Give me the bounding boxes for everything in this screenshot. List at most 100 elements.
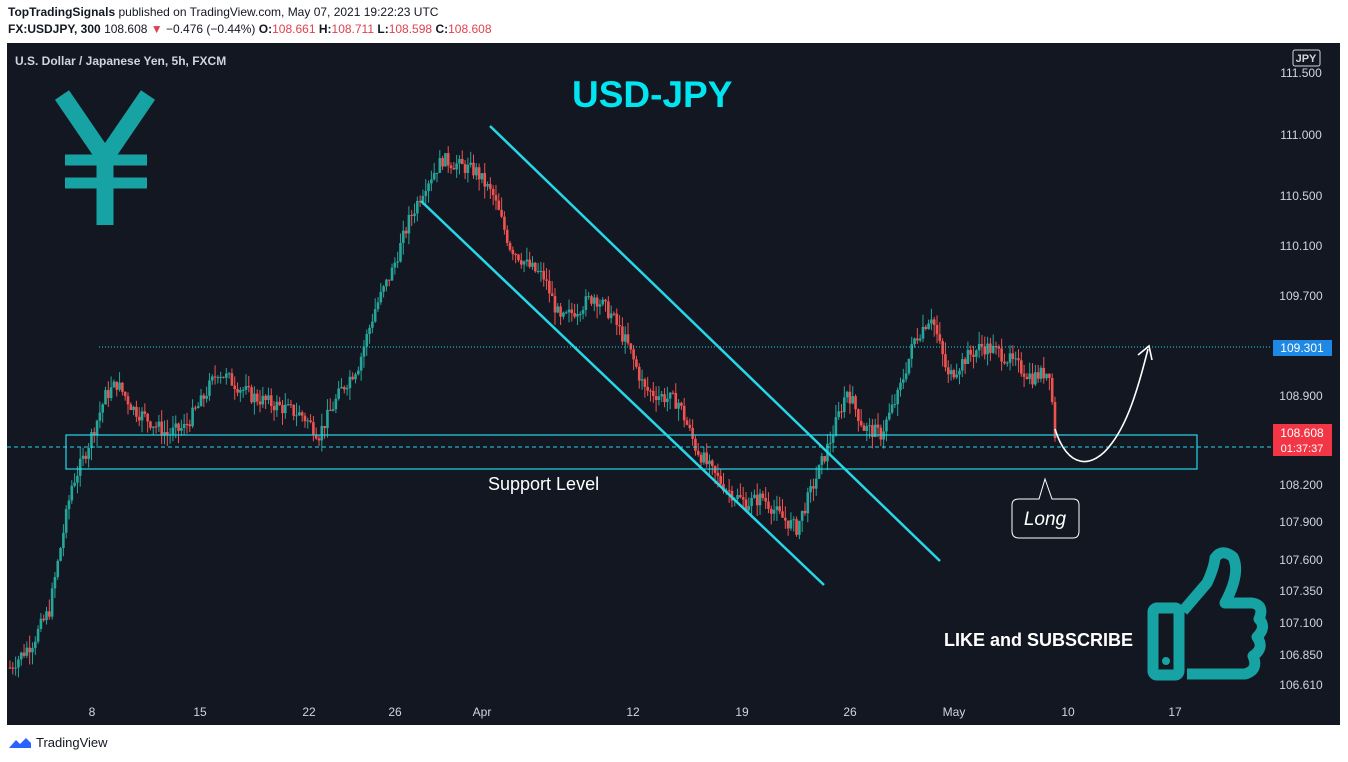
candle-body[interactable] bbox=[202, 395, 206, 399]
candle-body[interactable] bbox=[677, 402, 680, 409]
candle-body[interactable] bbox=[960, 359, 964, 371]
candle-body[interactable] bbox=[340, 387, 343, 389]
candle-body[interactable] bbox=[151, 426, 155, 428]
candle-body[interactable] bbox=[941, 341, 944, 355]
candle-body[interactable] bbox=[230, 373, 234, 386]
candle-body[interactable] bbox=[118, 382, 121, 390]
candle-body[interactable] bbox=[112, 381, 116, 388]
candle-body[interactable] bbox=[81, 455, 85, 459]
candle-body[interactable] bbox=[727, 490, 731, 492]
price-axis[interactable]: 111.500 111.000 110.500 110.100 109.700 108.9… bbox=[1279, 66, 1323, 692]
candle-body[interactable] bbox=[11, 667, 15, 669]
candle-body[interactable] bbox=[497, 200, 501, 210]
candle-body[interactable] bbox=[576, 313, 579, 317]
candle-body[interactable] bbox=[623, 334, 627, 342]
candle-body[interactable] bbox=[991, 346, 995, 353]
candle-body[interactable] bbox=[359, 356, 363, 371]
candle-body[interactable] bbox=[306, 420, 310, 422]
candle-body[interactable] bbox=[292, 404, 296, 416]
candle-body[interactable] bbox=[483, 173, 487, 187]
candle-body[interactable] bbox=[966, 349, 970, 365]
candle-body[interactable] bbox=[646, 386, 649, 391]
candle-body[interactable] bbox=[67, 500, 71, 510]
candle-body[interactable] bbox=[53, 577, 57, 589]
candle-body[interactable] bbox=[637, 366, 641, 381]
candle-body[interactable] bbox=[121, 382, 124, 392]
candle-body[interactable] bbox=[373, 309, 377, 322]
candle-body[interactable] bbox=[309, 420, 312, 423]
candle-body[interactable] bbox=[452, 168, 456, 170]
candle-body[interactable] bbox=[651, 390, 655, 396]
candle-body[interactable] bbox=[458, 158, 461, 164]
candle-body[interactable] bbox=[281, 404, 284, 414]
chart-svg[interactable]: U.S. Dollar / Japanese Yen, 5h, FXCM USD… bbox=[7, 43, 1340, 725]
candle-body[interactable] bbox=[977, 343, 981, 351]
chart-panel[interactable]: U.S. Dollar / Japanese Yen, 5h, FXCM USD… bbox=[7, 43, 1340, 725]
candle-body[interactable] bbox=[604, 299, 607, 302]
candle-body[interactable] bbox=[817, 464, 821, 479]
candle-body[interactable] bbox=[519, 260, 523, 265]
candle-body[interactable] bbox=[194, 407, 197, 409]
candle-body[interactable] bbox=[222, 376, 225, 378]
candle-body[interactable] bbox=[401, 230, 405, 243]
support-zone[interactable] bbox=[65, 434, 1198, 470]
candle-body[interactable] bbox=[62, 532, 65, 549]
candle-body[interactable] bbox=[789, 520, 793, 529]
candle-body[interactable] bbox=[584, 296, 588, 311]
candle-body[interactable] bbox=[39, 618, 43, 629]
candle-body[interactable] bbox=[289, 404, 293, 406]
candle-body[interactable] bbox=[278, 401, 281, 405]
candle-body[interactable] bbox=[8, 667, 12, 669]
candle-body[interactable] bbox=[1025, 376, 1029, 379]
candle-body[interactable] bbox=[952, 370, 956, 378]
candle-body[interactable] bbox=[208, 380, 211, 396]
candle-body[interactable] bbox=[390, 267, 394, 281]
candle-body[interactable] bbox=[326, 409, 329, 429]
candle-body[interactable] bbox=[1017, 358, 1020, 361]
candle-body[interactable] bbox=[980, 343, 984, 347]
candle-body[interactable] bbox=[795, 519, 798, 535]
candle-body[interactable] bbox=[1005, 362, 1009, 364]
candle-body[interactable] bbox=[649, 390, 652, 392]
candle-body[interactable] bbox=[873, 424, 877, 437]
candle-body[interactable] bbox=[19, 652, 23, 660]
candle-body[interactable] bbox=[736, 495, 739, 499]
candle-body[interactable] bbox=[1048, 373, 1051, 378]
candle-body[interactable] bbox=[601, 299, 605, 305]
candle-body[interactable] bbox=[545, 279, 548, 281]
candle-body[interactable] bbox=[708, 460, 711, 465]
candle-body[interactable] bbox=[123, 391, 127, 397]
candle-body[interactable] bbox=[267, 395, 270, 400]
candle-body[interactable] bbox=[643, 379, 647, 387]
candle-body[interactable] bbox=[337, 388, 340, 399]
candle-body[interactable] bbox=[744, 499, 748, 511]
candle-body[interactable] bbox=[241, 389, 245, 391]
candle-body[interactable] bbox=[78, 458, 82, 476]
candle-body[interactable] bbox=[927, 323, 930, 329]
candle-body[interactable] bbox=[505, 229, 509, 243]
candle-body[interactable] bbox=[233, 385, 237, 390]
candle-body[interactable] bbox=[70, 485, 74, 501]
candle-body[interactable] bbox=[904, 373, 908, 380]
candle-body[interactable] bbox=[14, 667, 17, 669]
candle-body[interactable] bbox=[536, 271, 540, 273]
candle-body[interactable] bbox=[174, 423, 178, 428]
candle-body[interactable] bbox=[143, 411, 147, 414]
candle-body[interactable] bbox=[1050, 377, 1054, 403]
candle-body[interactable] bbox=[885, 419, 888, 432]
candle-body[interactable] bbox=[345, 388, 349, 390]
candle-body[interactable] bbox=[298, 412, 301, 416]
candle-body[interactable] bbox=[986, 343, 989, 355]
candle-body[interactable] bbox=[320, 425, 324, 441]
candle-body[interactable] bbox=[837, 411, 840, 418]
candle-body[interactable] bbox=[626, 334, 630, 344]
candle-body[interactable] bbox=[716, 472, 720, 476]
candle-body[interactable] bbox=[272, 405, 276, 411]
candle-body[interactable] bbox=[694, 438, 697, 451]
candle-body[interactable] bbox=[180, 428, 183, 431]
candle-body[interactable] bbox=[879, 427, 883, 440]
candle-body[interactable] bbox=[916, 338, 919, 341]
candle-body[interactable] bbox=[87, 448, 90, 459]
candle-body[interactable] bbox=[598, 304, 602, 307]
candle-body[interactable] bbox=[786, 520, 790, 529]
